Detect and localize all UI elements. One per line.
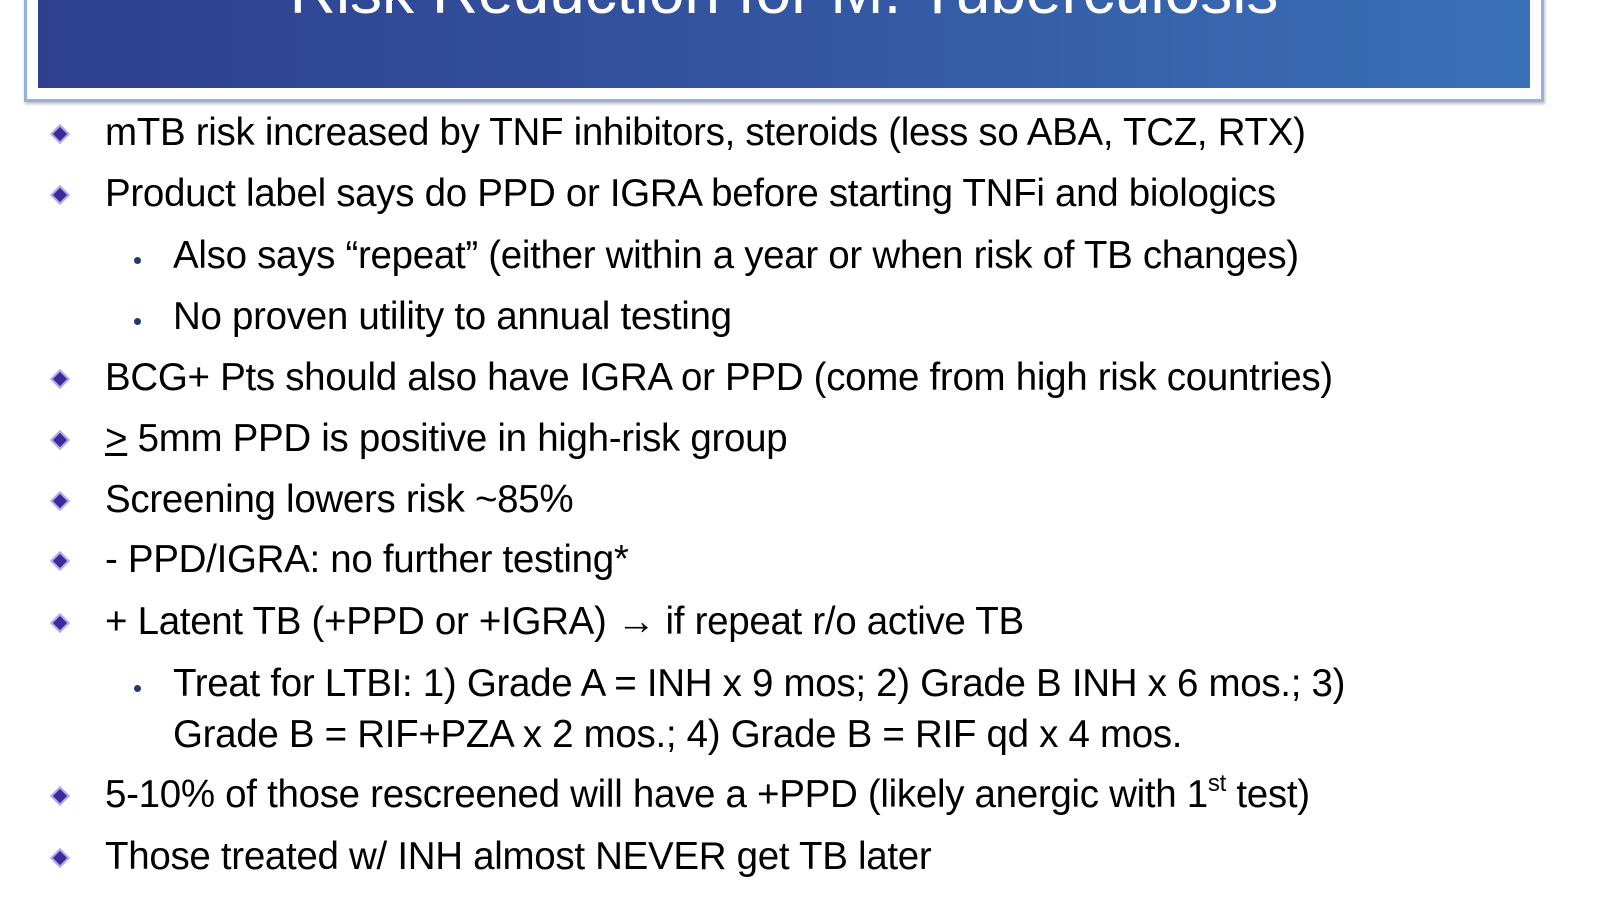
text-segment: Also says “repeat” (either within a year… xyxy=(173,234,1299,277)
text-segment: Product label says do PPD or IGRA before… xyxy=(105,172,1276,215)
text-segment: + Latent TB (+PPD or +IGRA) xyxy=(105,600,617,643)
bullet-item: Screening lowers risk ~85% xyxy=(105,478,574,522)
bullet-item: BCG+ Pts should also have IGRA or PPD (c… xyxy=(105,356,1333,400)
diamond-bullet-icon xyxy=(50,491,70,511)
text-segment: Screening lowers risk ~85% xyxy=(105,478,574,521)
sub-bullet-continuation: Grade B = RIF+PZA x 2 mos.; 4) Grade B =… xyxy=(173,713,1182,757)
diamond-bullet-icon xyxy=(50,185,70,205)
sub-bullet-item: Treat for LTBI: 1) Grade A = INH x 9 mos… xyxy=(173,662,1345,706)
diamond-bullet-icon xyxy=(50,430,70,450)
diamond-bullet-icon xyxy=(50,551,70,571)
sub-bullet-item: Also says “repeat” (either within a year… xyxy=(173,234,1299,278)
diamond-bullet-icon xyxy=(50,613,70,633)
bullet-item: mTB risk increased by TNF inhibitors, st… xyxy=(105,111,1306,155)
superscript: st xyxy=(1207,770,1226,797)
text-segment: 5-10% of those rescreened will have a +P… xyxy=(105,773,1208,816)
diamond-bullet-icon xyxy=(50,124,70,144)
text-segment: → xyxy=(616,600,656,643)
bullet-item: Product label says do PPD or IGRA before… xyxy=(105,172,1276,216)
diamond-bullet-icon xyxy=(50,369,70,389)
dot-bullet-icon xyxy=(134,257,141,264)
text-segment: if repeat r/o active TB xyxy=(655,600,1025,643)
sub-bullet-item: No proven utility to annual testing xyxy=(173,295,732,339)
diamond-bullet-icon xyxy=(50,848,70,868)
bullet-item: Those treated w/ INH almost NEVER get TB… xyxy=(105,835,932,879)
title-bar: Risk Reduction for M. Tuberculosis xyxy=(38,0,1530,88)
text-segment: 5mm PPD is positive in high-risk group xyxy=(127,417,788,460)
text-segment: mTB risk increased by TNF inhibitors, st… xyxy=(105,111,1306,154)
slide-title: Risk Reduction for M. Tuberculosis xyxy=(38,0,1530,28)
text-segment: Treat for LTBI: 1) Grade A = INH x 9 mos… xyxy=(173,662,1346,705)
text-segment: > xyxy=(105,417,128,460)
text-segment: test) xyxy=(1225,773,1310,816)
diamond-bullet-icon xyxy=(50,786,70,806)
text-segment: Those treated w/ INH almost NEVER get TB… xyxy=(105,835,932,878)
bullet-item: - PPD/IGRA: no further testing* xyxy=(105,538,629,582)
bullet-item: > 5mm PPD is positive in high-risk group xyxy=(105,417,788,461)
bullet-item: 5-10% of those rescreened will have a +P… xyxy=(105,770,1310,817)
text-segment: No proven utility to annual testing xyxy=(173,295,732,338)
text-segment: BCG+ Pts should also have IGRA or PPD (c… xyxy=(105,356,1333,399)
dot-bullet-icon xyxy=(134,685,141,692)
text-segment: Grade B = RIF+PZA x 2 mos.; 4) Grade B =… xyxy=(173,713,1183,756)
dot-bullet-icon xyxy=(134,318,141,325)
text-segment: - PPD/IGRA: no further testing* xyxy=(105,538,629,581)
bullet-item: + Latent TB (+PPD or +IGRA) → if repeat … xyxy=(105,600,1024,644)
